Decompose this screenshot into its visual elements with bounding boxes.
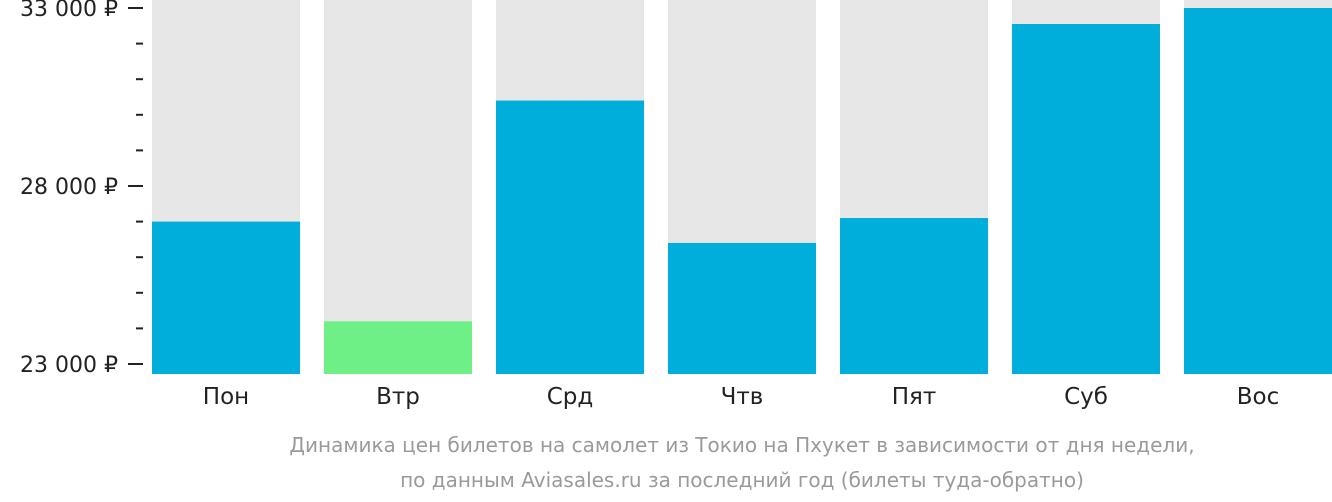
bar — [1184, 8, 1332, 374]
bar — [668, 242, 816, 374]
chart-caption-line-2: по данным Aviasales.ru за последний год … — [400, 468, 1084, 492]
x-axis-category-label: Чтв — [721, 384, 764, 410]
x-axis-category-label: Суб — [1064, 384, 1108, 410]
bar-chart-svg: 23 000 ₽ 28 000 ₽ 33 000 ₽ Пон Втр Срд Чтв Пят С… — [20, 0, 1332, 410]
y-axis-tick-label: 28 000 ₽ — [20, 175, 118, 200]
x-axis-category-label: Срд — [547, 384, 594, 410]
chart-caption-line-1: Динамика цен билетов на самолет из Токио… — [289, 433, 1195, 457]
bar — [840, 218, 988, 374]
bar — [324, 321, 472, 374]
x-axis-category-label: Пон — [203, 384, 249, 410]
x-axis-category-label: Вос — [1237, 384, 1280, 410]
y-axis-tick-label: 23 000 ₽ — [20, 353, 118, 378]
x-axis-category-label: Пят — [892, 384, 937, 410]
x-axis-category-label: Втр — [376, 384, 420, 410]
bar-background — [324, 0, 472, 374]
bar — [496, 100, 644, 374]
bar — [1012, 24, 1160, 375]
y-axis-tick-label: 33 000 ₽ — [20, 0, 118, 22]
bar — [152, 221, 300, 374]
